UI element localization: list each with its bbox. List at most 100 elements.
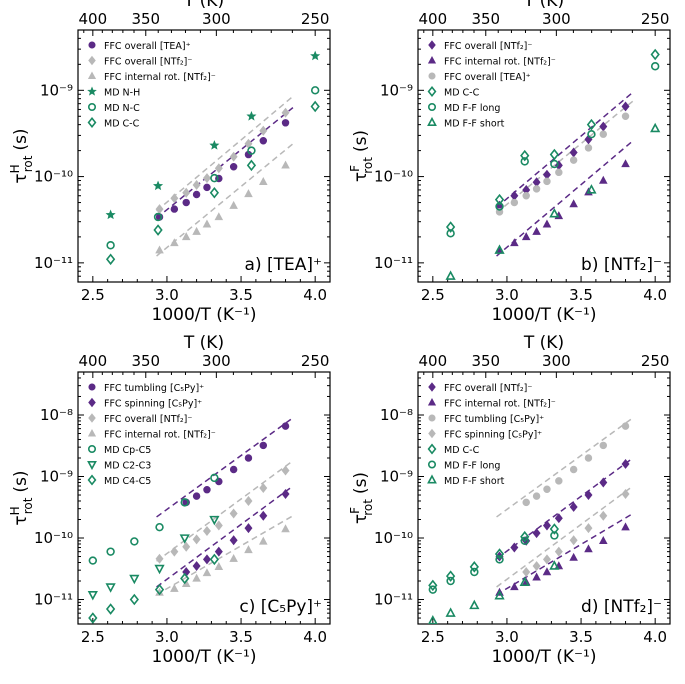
x-top-tick-label: 400 — [419, 352, 448, 370]
x-tick-label: 3.0 — [495, 628, 519, 646]
legend-marker — [88, 397, 96, 408]
data-point — [550, 531, 559, 540]
plot-frame — [417, 29, 671, 283]
data-point — [445, 270, 456, 280]
legend-marker — [88, 383, 96, 391]
data-point — [621, 112, 630, 120]
x-top-tick-label: 350 — [471, 10, 500, 28]
legend-marker — [427, 116, 437, 127]
data-point — [154, 583, 165, 596]
y-axis-title: τFrot(s) — [348, 472, 375, 524]
data-point — [210, 173, 219, 183]
data-point — [202, 554, 211, 565]
data-point — [520, 530, 530, 543]
x-top-axis-title: T (K) — [523, 0, 564, 11]
data-point — [192, 534, 201, 545]
fit-line — [156, 460, 294, 562]
panel-label: b) [NTf₂]⁻ — [581, 255, 662, 275]
data-point — [281, 524, 290, 533]
data-point — [180, 498, 189, 507]
legend-marker — [87, 428, 97, 437]
data-point — [510, 582, 519, 591]
data-point — [229, 151, 238, 162]
x-top-tick-label: 400 — [419, 10, 448, 28]
y-tick-label: 10⁻⁹ — [40, 468, 73, 486]
data-point — [203, 485, 211, 494]
data-point — [522, 567, 531, 577]
y-tick-label: 10⁻¹⁰ — [34, 168, 73, 186]
fit-line — [496, 512, 634, 596]
legend-entry: FFC overall [NTf₂]⁻ — [444, 41, 532, 52]
legend-entry: MD F-F short — [444, 476, 505, 487]
legend-entry: FFC tumbling [C₅Py]⁺ — [104, 383, 204, 394]
data-point — [599, 510, 608, 521]
data-point — [470, 567, 479, 577]
y-axis-title: τHrot(s) — [8, 128, 35, 183]
data-point — [519, 576, 530, 587]
data-point — [446, 576, 455, 586]
data-point — [214, 163, 223, 174]
x-tick-label: 3.5 — [569, 628, 593, 646]
legend-marker — [87, 474, 97, 486]
data-point — [105, 209, 116, 220]
fit-line — [496, 91, 634, 208]
x-axis-title: 1000/T (K⁻¹) — [152, 305, 257, 325]
legend-entry: FFC overall [TEA]⁺ — [444, 72, 531, 83]
data-point — [281, 422, 290, 430]
data-point — [310, 86, 320, 95]
data-point — [203, 183, 211, 192]
data-point — [469, 561, 479, 573]
data-point — [259, 177, 268, 185]
y-tick-label: 10⁻¹¹ — [34, 254, 73, 272]
data-point — [170, 583, 179, 592]
data-point — [599, 175, 608, 184]
x-tick-label: 3.5 — [229, 286, 253, 304]
x-axis-title: 1000/T (K⁻¹) — [152, 647, 257, 667]
data-point — [532, 226, 541, 235]
plot-frame — [77, 371, 331, 625]
data-point — [549, 148, 560, 161]
legend: FFC overall [NTf₂]⁻ FFC internal rot. [NT… — [427, 40, 556, 130]
data-point — [569, 501, 578, 512]
y-tick-label: 10⁻⁸ — [380, 406, 413, 424]
data-point — [170, 238, 179, 247]
x-top-tick-label: 250 — [641, 10, 670, 28]
data-point — [621, 522, 630, 531]
legend-entry: MD F-F long — [444, 461, 500, 472]
data-point — [202, 219, 212, 228]
data-point — [621, 488, 630, 499]
x-top-tick-label: 250 — [301, 10, 330, 28]
plot-area — [427, 417, 634, 624]
data-point — [494, 193, 505, 206]
legend-entry: FFC overall [NTf₂]⁻ — [104, 414, 192, 425]
data-point — [445, 221, 456, 233]
data-point — [532, 492, 541, 500]
data-point — [650, 48, 660, 61]
data-point — [599, 536, 608, 545]
data-point — [155, 245, 164, 254]
data-point — [244, 189, 253, 198]
data-point — [542, 219, 552, 228]
data-point — [229, 553, 238, 562]
legend-entry: MD C2-C3 — [104, 461, 151, 472]
data-point — [569, 535, 578, 546]
data-point — [155, 553, 164, 564]
y-tick-label: 10⁻⁹ — [380, 81, 413, 99]
legend-entry: MD C-C — [444, 445, 480, 456]
data-point — [202, 526, 211, 536]
data-point — [281, 119, 290, 127]
data-point — [229, 508, 238, 519]
legend-entry: MD N-H — [104, 88, 140, 99]
x-top-tick-label: 250 — [641, 352, 670, 370]
data-point — [494, 589, 505, 600]
y-axis-title: τHrot(s) — [8, 470, 35, 525]
data-point — [650, 62, 660, 71]
data-point — [569, 465, 578, 474]
legend-entry: MD C4-C5 — [104, 476, 151, 487]
plot-area — [445, 48, 661, 280]
data-point — [510, 542, 519, 553]
legend-entry: FFC internal rot. [NTf₂]⁻ — [444, 399, 556, 410]
data-point — [554, 513, 563, 524]
panel-a: 2.5 3.0 3.5 4.0 400 350 300 250 10⁻¹¹ 10⁻¹⁰ 10⁻⁹ 10… — [8, 0, 331, 325]
